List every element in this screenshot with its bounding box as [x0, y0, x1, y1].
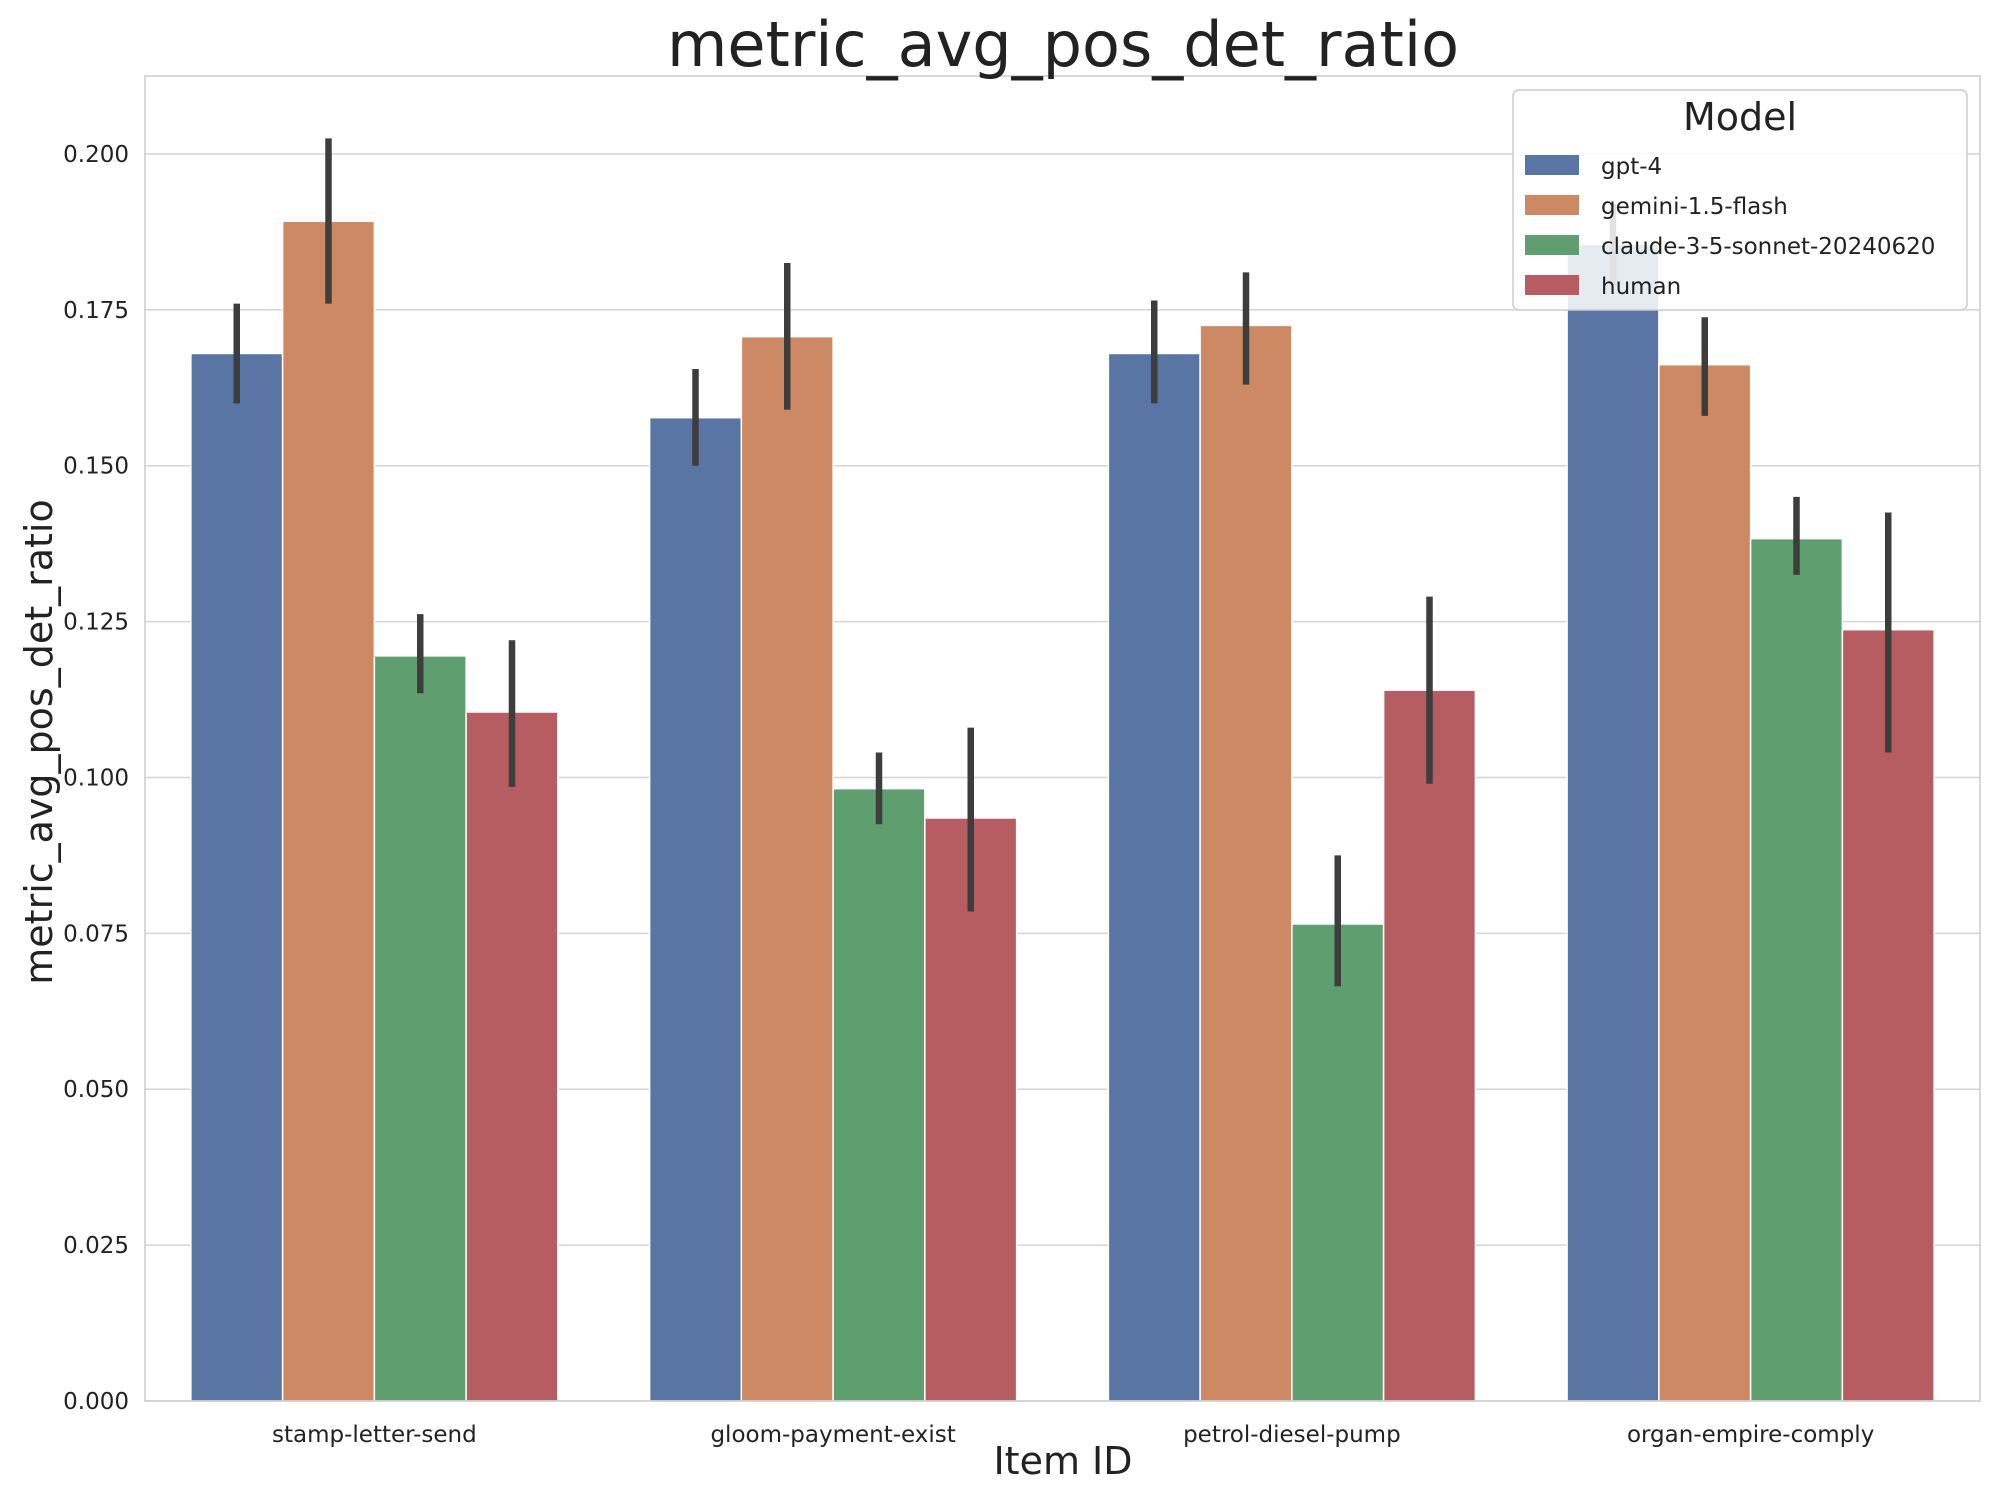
- y-tick-label: 0.200: [63, 142, 129, 168]
- y-axis-ticks: 0.000 0.025 0.050 0.075 0.100 0.125 0.150 0.175…: [63, 142, 129, 1415]
- y-axis-label: metric_avg_pos_det_ratio: [17, 499, 61, 984]
- bars-layer: [190, 220, 1935, 1402]
- x-tick-label: gloom-payment-exist: [710, 1422, 955, 1448]
- x-tick-label: organ-empire-comply: [1627, 1422, 1874, 1448]
- legend-label: human: [1601, 274, 1681, 300]
- legend-swatch: [1525, 235, 1579, 255]
- bar: [1658, 363, 1752, 1402]
- y-tick-label: 0.000: [63, 1389, 129, 1415]
- bar: [190, 352, 284, 1402]
- bar: [1749, 537, 1844, 1402]
- y-tick-label: 0.050: [63, 1077, 129, 1103]
- x-tick-label: stamp-letter-send: [272, 1422, 477, 1448]
- legend-label: gemini-1.5-flash: [1601, 194, 1788, 220]
- y-tick-label: 0.175: [63, 298, 129, 324]
- bar: [924, 817, 1018, 1402]
- chart-title: metric_avg_pos_det_ratio: [667, 8, 1459, 81]
- bar: [1291, 923, 1385, 1402]
- bar: [648, 416, 743, 1402]
- x-axis-label: Item ID: [993, 1439, 1132, 1483]
- bar: [832, 787, 926, 1402]
- bar: [740, 335, 834, 1402]
- legend-label: gpt-4: [1601, 154, 1662, 180]
- y-tick-label: 0.125: [63, 610, 129, 636]
- y-tick-label: 0.150: [63, 454, 129, 480]
- bar: [281, 220, 376, 1402]
- x-axis-ticks: stamp-letter-send gloom-payment-exist petr…: [272, 1422, 1874, 1448]
- legend-swatch: [1525, 195, 1579, 215]
- bar: [1107, 352, 1201, 1402]
- legend-title: Model: [1683, 95, 1797, 139]
- bar: [1382, 689, 1477, 1402]
- bar: [1566, 243, 1660, 1402]
- y-tick-label: 0.075: [63, 921, 129, 947]
- error-bars-layer: [233, 138, 1892, 987]
- plot-frame: [144, 75, 1981, 1402]
- legend-swatch: [1525, 275, 1579, 295]
- legend-box: [1512, 89, 1968, 311]
- legend: Model gpt-4 gemini-1.5-flash claude-3-5-so…: [1512, 89, 1968, 311]
- legend-swatch: [1525, 155, 1579, 175]
- bar: [465, 711, 559, 1402]
- legend-items: gpt-4 gemini-1.5-flash claude-3-5-sonnet-2…: [1525, 154, 1935, 300]
- y-tick-label: 0.025: [63, 1233, 129, 1259]
- bar: [1841, 628, 1935, 1402]
- bar: [1199, 324, 1293, 1402]
- y-tick-label: 0.100: [63, 765, 129, 791]
- legend-label: claude-3-5-sonnet-20240620: [1601, 234, 1935, 260]
- bar: [373, 655, 467, 1402]
- x-tick-label: petrol-diesel-pump: [1183, 1422, 1401, 1448]
